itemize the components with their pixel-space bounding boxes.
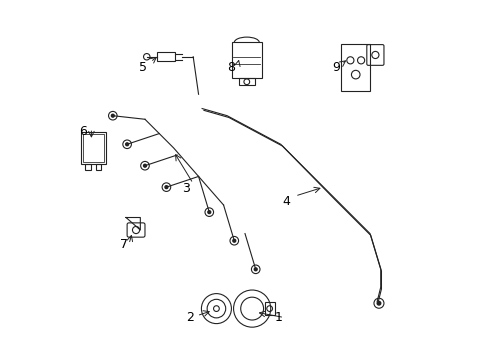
Text: 8: 8	[227, 61, 235, 74]
Text: 6: 6	[79, 125, 88, 138]
Circle shape	[144, 164, 147, 167]
Text: 3: 3	[182, 183, 190, 195]
Text: 1: 1	[275, 311, 283, 324]
Circle shape	[208, 211, 211, 213]
Text: 7: 7	[120, 238, 127, 251]
Bar	[265, 302, 275, 315]
Bar	[342, 44, 370, 91]
Bar	[96, 164, 101, 170]
Bar	[81, 132, 106, 164]
Circle shape	[254, 268, 257, 271]
Bar	[157, 52, 175, 62]
Circle shape	[111, 114, 114, 117]
Circle shape	[165, 186, 168, 189]
Text: 9: 9	[332, 61, 340, 74]
Text: 4: 4	[282, 195, 290, 208]
Bar	[232, 42, 262, 78]
Circle shape	[126, 143, 128, 146]
Circle shape	[377, 301, 381, 305]
Circle shape	[233, 239, 236, 242]
Bar	[85, 164, 91, 170]
Bar	[83, 134, 103, 162]
Text: 5: 5	[139, 61, 147, 74]
Bar	[239, 78, 255, 85]
Text: 2: 2	[186, 311, 194, 324]
